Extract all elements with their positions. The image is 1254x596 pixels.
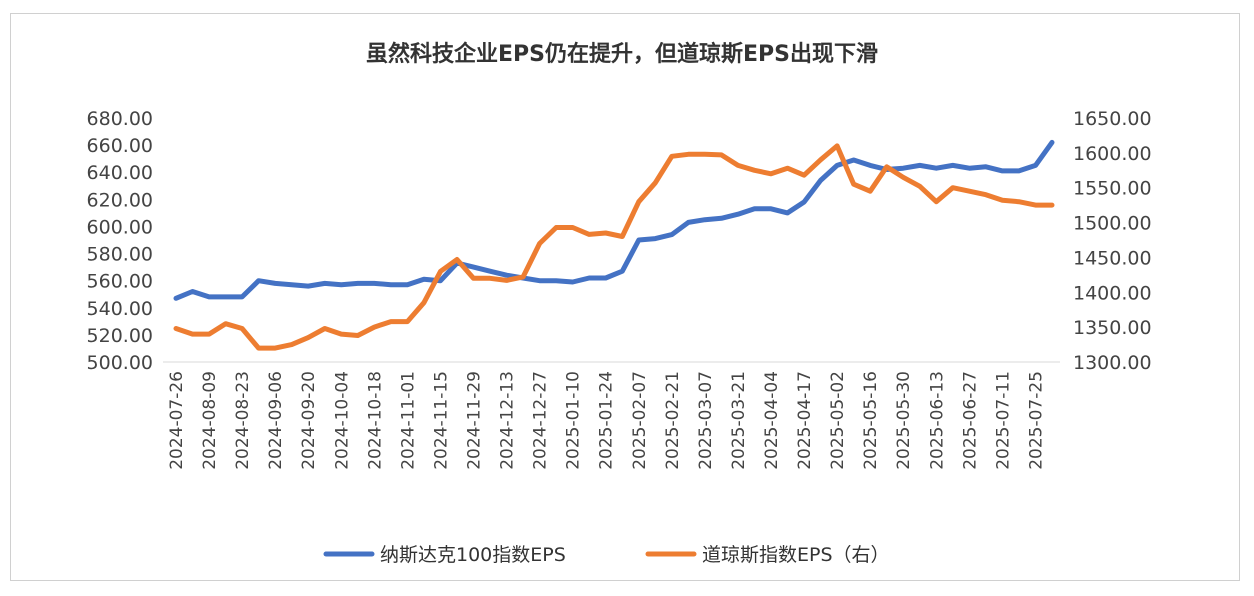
x-tick-label: 2024-09-06 (266, 371, 286, 470)
x-tick-label: 2024-08-09 (200, 371, 220, 470)
x-axis: 2024-07-26 2024-08-09 2024-08-23 2024-09-06… (167, 371, 1046, 470)
series-lines (173, 139, 1055, 351)
y-left-tick-label: 680.00 (87, 108, 153, 130)
x-tick-label: 2025-07-11 (993, 371, 1013, 470)
legend-label-dow: 道琼斯指数EPS（右） (702, 544, 890, 566)
y-axis-left: 680.00 660.00 640.00 620.00 600.00 580.00 560.… (87, 108, 153, 374)
x-tick-label: 2025-05-16 (861, 371, 881, 470)
y-right-tick-label: 1600.00 (1073, 143, 1152, 165)
legend-label-nasdaq: 纳斯达克100指数EPS (380, 544, 566, 566)
y-right-tick-label: 1550.00 (1073, 178, 1152, 200)
x-tick-label: 2025-01-10 (564, 371, 584, 470)
x-tick-label: 2025-06-27 (960, 371, 980, 470)
y-right-tick-label: 1400.00 (1073, 282, 1152, 304)
y-axis-right: 1650.00 1600.00 1550.00 1500.00 1450.00 1400.… (1073, 108, 1152, 374)
y-right-tick-label: 1500.00 (1073, 213, 1152, 235)
series-line-nasdaq (173, 139, 1055, 301)
x-tick-label: 2025-07-25 (1026, 371, 1046, 470)
x-tick-label: 2024-08-23 (233, 371, 253, 470)
legend: 纳斯达克100指数EPS 道琼斯指数EPS（右） (323, 544, 890, 566)
y-right-tick-label: 1350.00 (1073, 317, 1152, 339)
x-tick-label: 2025-01-24 (597, 371, 617, 470)
x-tick-label: 2024-10-04 (332, 371, 352, 470)
x-tick-label: 2024-10-18 (365, 371, 385, 470)
y-left-tick-label: 540.00 (87, 298, 153, 320)
y-right-tick-label: 1450.00 (1073, 247, 1152, 269)
x-tick-label: 2024-11-29 (465, 371, 485, 470)
x-tick-label: 2025-04-04 (762, 371, 782, 470)
y-left-tick-label: 620.00 (87, 189, 153, 211)
y-left-tick-label: 660.00 (87, 135, 153, 157)
y-left-tick-label: 640.00 (87, 162, 153, 184)
x-tick-label: 2024-07-26 (167, 371, 187, 470)
x-tick-label: 2025-04-17 (795, 371, 815, 470)
x-tick-label: 2025-02-21 (663, 371, 683, 470)
x-tick-label: 2024-11-01 (398, 371, 418, 470)
x-tick-label: 2025-05-02 (828, 371, 848, 470)
y-left-tick-label: 500.00 (87, 352, 153, 374)
series-line-dow (173, 143, 1055, 351)
y-left-tick-label: 520.00 (87, 325, 153, 347)
x-tick-label: 2024-11-15 (431, 371, 451, 470)
x-tick-label: 2025-03-21 (729, 371, 749, 470)
x-tick-label: 2025-02-07 (630, 371, 650, 470)
y-right-tick-label: 1300.00 (1073, 352, 1152, 374)
y-right-tick-label: 1650.00 (1073, 108, 1152, 130)
y-left-tick-label: 600.00 (87, 216, 153, 238)
x-tick-label: 2025-06-13 (927, 371, 947, 470)
y-left-tick-label: 580.00 (87, 244, 153, 266)
x-tick-label: 2025-03-07 (696, 371, 716, 470)
x-tick-label: 2024-09-20 (299, 371, 319, 470)
x-tick-label: 2024-12-13 (498, 371, 518, 470)
y-left-tick-label: 560.00 (87, 271, 153, 293)
chart-title: 虽然科技企业EPS仍在提升，但道琼斯EPS出现下滑 (366, 41, 878, 67)
x-tick-label: 2025-05-30 (894, 371, 914, 470)
x-tick-label: 2024-12-27 (531, 371, 551, 470)
